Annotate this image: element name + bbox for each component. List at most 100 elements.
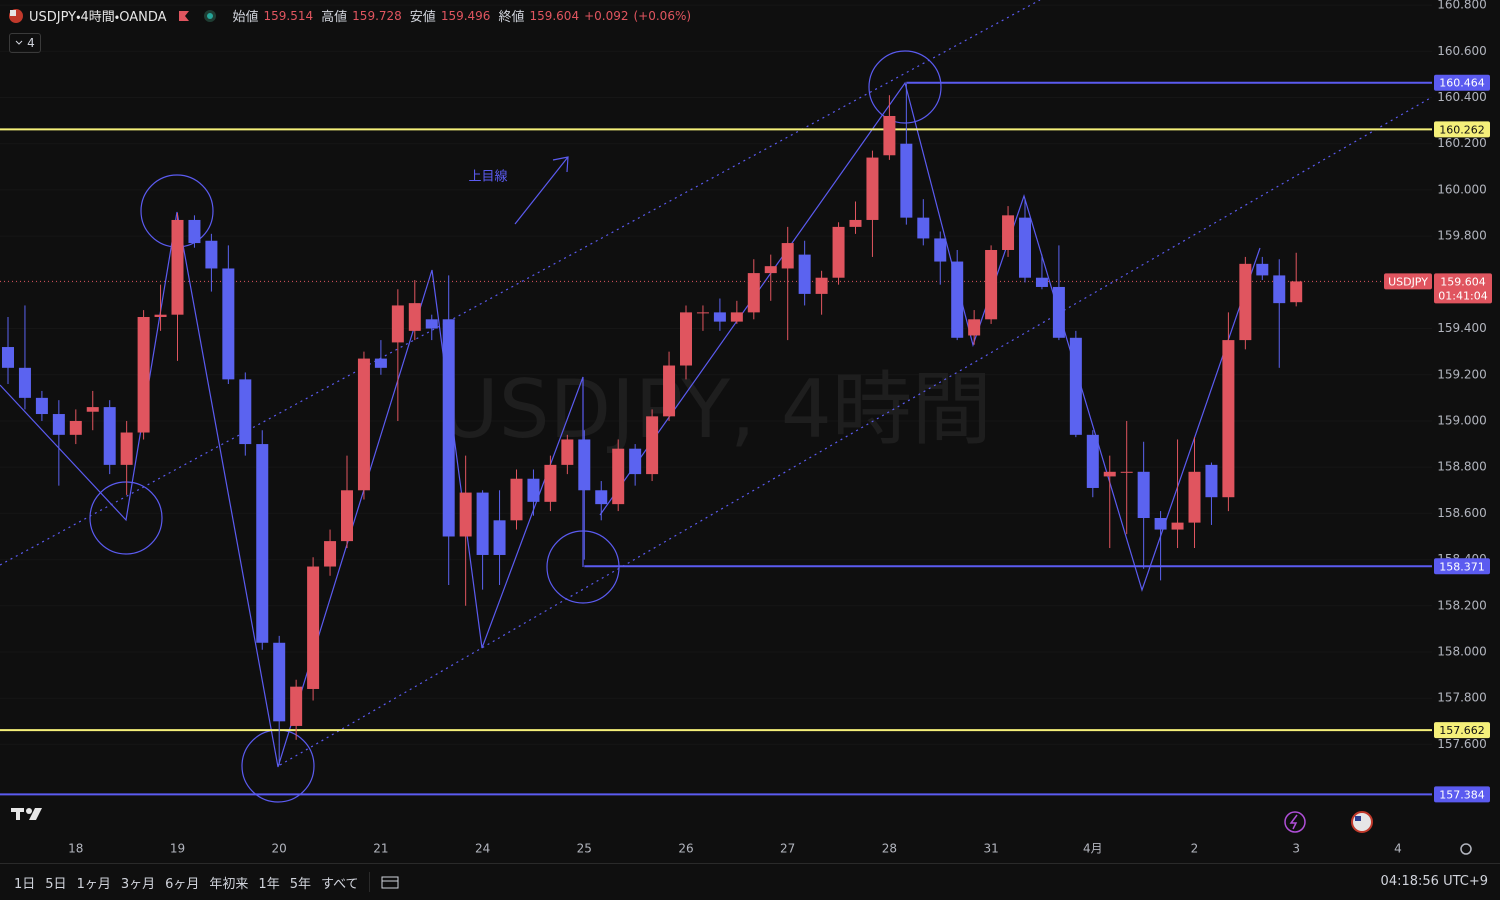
settings-icon[interactable] xyxy=(1460,843,1472,855)
y-tick-label: 159.200 xyxy=(1437,367,1487,381)
candle-body xyxy=(2,347,14,368)
candle-body xyxy=(425,319,438,329)
price-axis: 157.600157.800158.000158.200158.400158.6… xyxy=(1384,0,1492,803)
level-label: 157.662 xyxy=(1439,724,1485,737)
candle-body xyxy=(1205,464,1218,498)
icon-part xyxy=(15,40,23,45)
y-tick-label: 160.800 xyxy=(1437,0,1487,12)
y-tick-label: 160.600 xyxy=(1437,44,1487,58)
status-dot xyxy=(203,9,216,22)
range-button[interactable]: 6ヶ月 xyxy=(165,876,200,892)
zigzag xyxy=(599,81,1261,592)
candle-body xyxy=(357,358,370,491)
candle-body xyxy=(256,444,269,643)
event-icon[interactable] xyxy=(1284,811,1306,833)
range-button[interactable]: 5日 xyxy=(45,876,67,892)
candle-body xyxy=(103,407,116,465)
y-tick-label: 160.000 xyxy=(1437,182,1487,196)
candle-body xyxy=(52,414,65,435)
range-button[interactable]: 3ヶ月 xyxy=(120,876,156,892)
y-tick-label: 158.800 xyxy=(1437,460,1487,474)
circle-marker xyxy=(868,50,942,124)
candle-body xyxy=(595,490,608,505)
candle-body xyxy=(69,420,82,435)
icon-part xyxy=(178,10,189,21)
range-buttons: 1日 5日 1ヶ月 3ヶ月 6ヶ月 年初来 1年 5年 すべて xyxy=(14,873,359,892)
circle-marker xyxy=(89,481,163,555)
x-tick-label: 31 xyxy=(983,842,998,856)
chart: USDJPY, 4時間 上目線 157.600 157.800 158.000 158… xyxy=(0,0,1492,856)
candle-body xyxy=(934,238,947,262)
symbol-title[interactable]: USDJPY・4時間・OANDA xyxy=(29,10,167,25)
watermark: USDJPY, 4時間 xyxy=(440,363,992,456)
range-button[interactable]: すべて xyxy=(320,876,359,892)
date-range-icon[interactable] xyxy=(380,874,400,890)
candle-body xyxy=(1273,275,1286,304)
candle-body xyxy=(629,448,642,475)
level-label: 157.384 xyxy=(1439,788,1485,801)
y-tick-label: 159.000 xyxy=(1437,413,1487,427)
range-button[interactable]: 5年 xyxy=(289,876,311,892)
candle-body xyxy=(713,312,726,322)
x-tick-label: 21 xyxy=(373,842,388,856)
x-tick-label: 27 xyxy=(780,842,795,856)
candle-body xyxy=(1154,518,1167,530)
interval-toggle[interactable]: 4 xyxy=(9,33,41,53)
y-tick-label: 159.800 xyxy=(1437,229,1487,243)
candle-body xyxy=(612,448,625,505)
ohlc-value: 159.514 xyxy=(263,8,314,23)
candle-body xyxy=(527,478,540,502)
candle-body xyxy=(205,240,218,269)
ohlc-name: 安値 xyxy=(409,10,436,25)
arrow-head xyxy=(552,156,569,173)
countdown: 01:41:04 xyxy=(1438,289,1487,302)
candle-body xyxy=(510,478,523,521)
us-flag-icon[interactable] xyxy=(1351,811,1373,833)
candle-body xyxy=(781,243,794,269)
candle-body xyxy=(408,303,421,331)
candle-body xyxy=(35,397,48,415)
icon-part xyxy=(206,12,213,19)
candle-body xyxy=(442,319,455,537)
candle-body xyxy=(222,268,235,380)
candle-body xyxy=(1035,277,1048,287)
candle-body xyxy=(730,312,743,322)
candle-body xyxy=(374,358,387,368)
y-tick-label: 157.800 xyxy=(1437,691,1487,705)
range-button[interactable]: 1年 xyxy=(258,876,280,892)
candle-body xyxy=(1222,340,1235,498)
candle-body xyxy=(1069,337,1082,435)
candle-body xyxy=(1002,215,1015,250)
candle-body xyxy=(1290,281,1303,303)
candle-body xyxy=(764,266,777,274)
zigzag xyxy=(0,211,584,768)
ohlc-value: 159.728 xyxy=(352,8,402,23)
y-tick-label: 158.200 xyxy=(1437,598,1487,612)
candle-body xyxy=(544,464,557,502)
candle-body xyxy=(1188,471,1201,523)
arrow xyxy=(514,156,569,225)
candle-body xyxy=(290,686,303,726)
level-badge xyxy=(1434,786,1490,803)
grid xyxy=(0,4,1432,745)
candle-body xyxy=(849,219,862,227)
last-price-badge xyxy=(1434,273,1492,304)
range-button[interactable]: 1日 xyxy=(14,876,36,892)
range-button[interactable]: 年初来 xyxy=(209,876,249,892)
change: +0.092 xyxy=(584,8,629,23)
clock[interactable]: 04:18:56 UTC+9 xyxy=(1380,874,1488,889)
candle-body xyxy=(646,416,659,475)
y-tick-label: 160.400 xyxy=(1437,90,1487,104)
change-pct: (+0.06%) xyxy=(633,8,692,23)
level-badge xyxy=(1434,722,1490,739)
candle-body xyxy=(341,490,353,542)
logo-part xyxy=(16,808,20,820)
legend-header: USDJPY・4時間・OANDA 始値 159.514 高値 159.728 安値 1… xyxy=(8,6,691,25)
candle-body xyxy=(137,316,150,433)
logo-part xyxy=(26,808,32,814)
x-tick-label: 28 xyxy=(882,842,897,856)
range-button[interactable]: 1ヶ月 xyxy=(76,876,111,892)
y-tick-label: 159.400 xyxy=(1437,321,1487,335)
interval: 4 xyxy=(27,36,35,50)
